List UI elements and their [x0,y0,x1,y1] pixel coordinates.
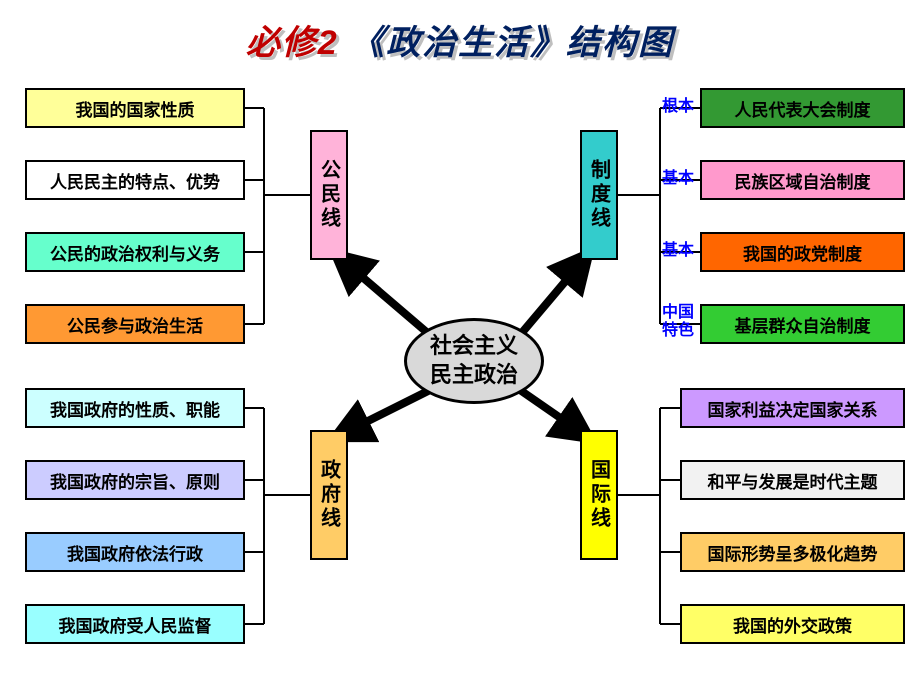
leaf-box: 我国政府受人民监督 [25,604,245,644]
annotation: 基本 [662,242,694,260]
leaf-box: 和平与发展是时代主题 [680,460,905,500]
branch-system: 制度线 [580,130,618,260]
leaf-box: 国家利益决定国家关系 [680,388,905,428]
title-main: 《政治生活》结构图 [350,24,674,62]
center-node: 社会主义民主政治 [404,318,544,404]
leaf-box: 人民民主的特点、优势 [25,160,245,200]
annotation: 基本 [662,170,694,188]
leaf-box: 公民参与政治生活 [25,304,245,344]
branch-gov: 政府线 [310,430,348,560]
leaf-box: 我国的国家性质 [25,88,245,128]
leaf-box: 基层群众自治制度 [700,304,905,344]
branch-intl: 国际线 [580,430,618,560]
leaf-box: 国际形势呈多极化趋势 [680,532,905,572]
branch-citizen: 公民线 [310,130,348,260]
leaf-box: 我国的政党制度 [700,232,905,272]
leaf-box: 我国政府的宗旨、原则 [25,460,245,500]
leaf-box: 民族区域自治制度 [700,160,905,200]
leaf-box: 我国政府的性质、职能 [25,388,245,428]
leaf-box: 我国的外交政策 [680,604,905,644]
page-title: 必修2 《政治生活》结构图 [0,0,920,64]
leaf-box: 公民的政治权利与义务 [25,232,245,272]
title-prefix: 必修2 [246,24,350,62]
annotation: 根本 [662,98,694,116]
leaf-box: 人民代表大会制度 [700,88,905,128]
leaf-box: 我国政府依法行政 [25,532,245,572]
annotation: 中国特色 [662,304,694,339]
